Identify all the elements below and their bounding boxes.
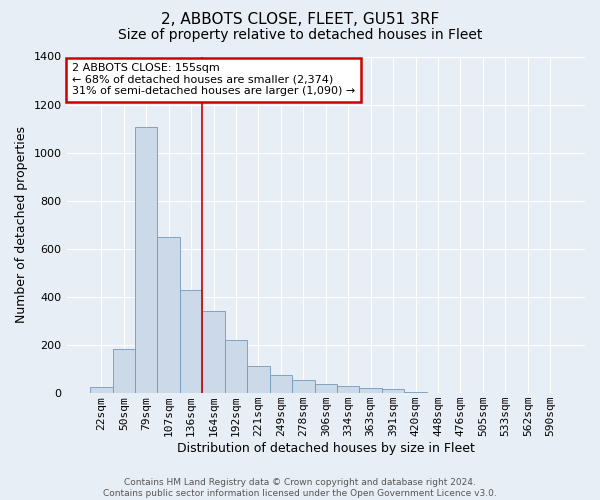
Bar: [135, 126, 157, 393]
Y-axis label: Number of detached properties: Number of detached properties: [15, 126, 28, 324]
Bar: [404, 392, 427, 393]
Bar: [202, 312, 225, 393]
Bar: [247, 366, 269, 393]
Bar: [113, 350, 135, 393]
Bar: [314, 384, 337, 393]
Bar: [225, 340, 247, 393]
Bar: [90, 387, 113, 393]
Bar: [157, 237, 180, 393]
Text: Contains HM Land Registry data © Crown copyright and database right 2024.
Contai: Contains HM Land Registry data © Crown c…: [103, 478, 497, 498]
Bar: [359, 388, 382, 393]
Text: 2 ABBOTS CLOSE: 155sqm
← 68% of detached houses are smaller (2,374)
31% of semi-: 2 ABBOTS CLOSE: 155sqm ← 68% of detached…: [72, 63, 355, 96]
Bar: [269, 375, 292, 393]
Bar: [337, 386, 359, 393]
Bar: [292, 380, 314, 393]
Text: 2, ABBOTS CLOSE, FLEET, GU51 3RF: 2, ABBOTS CLOSE, FLEET, GU51 3RF: [161, 12, 439, 28]
Text: Size of property relative to detached houses in Fleet: Size of property relative to detached ho…: [118, 28, 482, 42]
X-axis label: Distribution of detached houses by size in Fleet: Distribution of detached houses by size …: [177, 442, 475, 455]
Bar: [382, 389, 404, 393]
Bar: [180, 290, 202, 393]
